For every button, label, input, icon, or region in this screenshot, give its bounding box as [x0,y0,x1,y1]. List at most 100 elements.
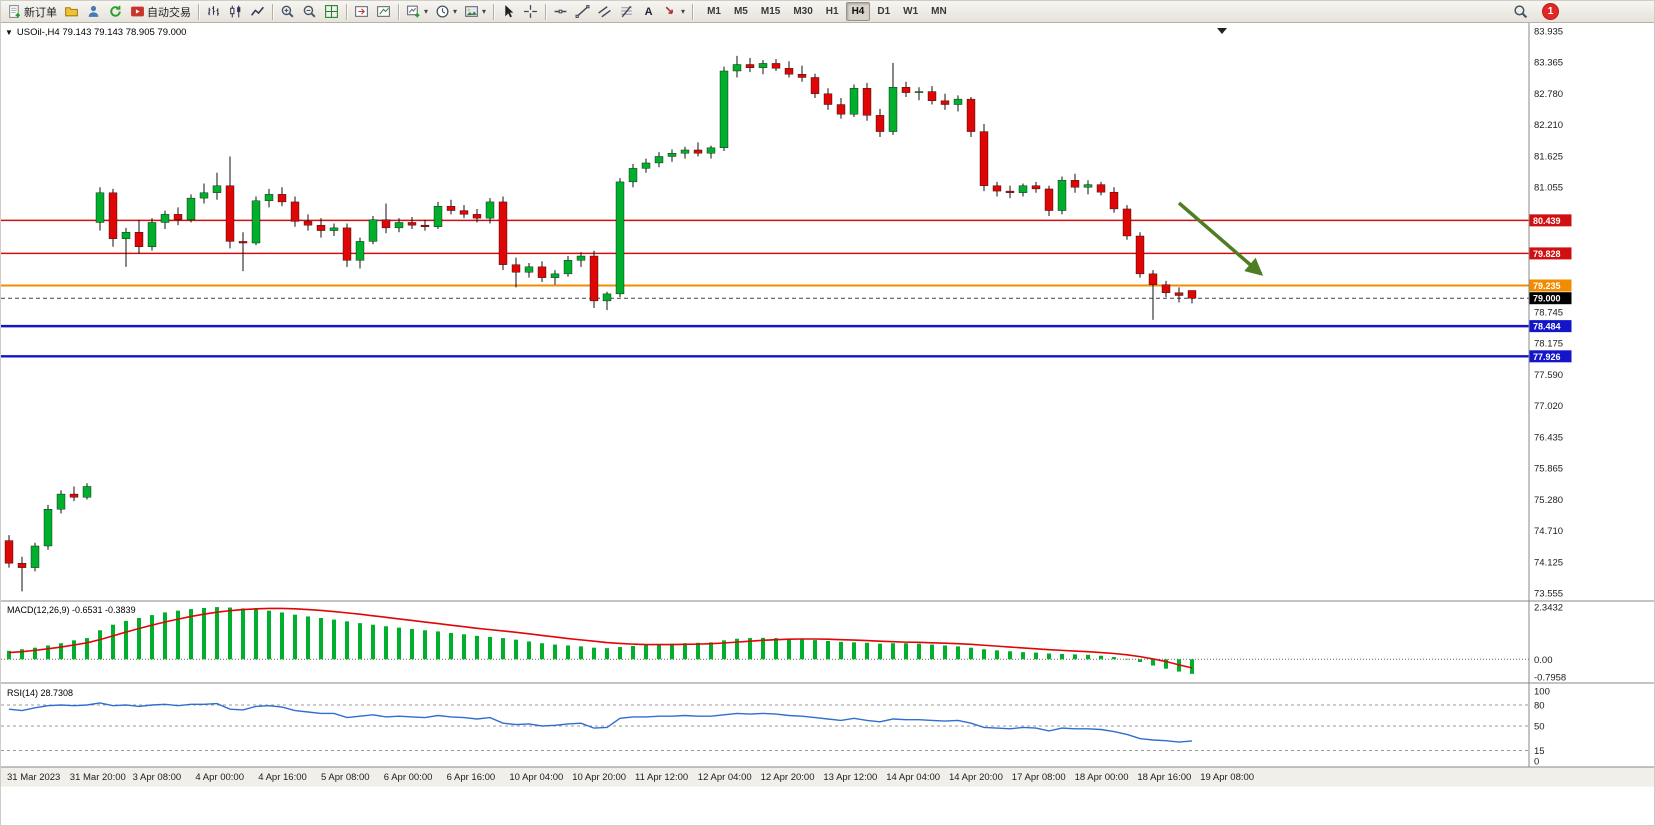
chevron-down-icon[interactable]: ▾ [681,7,686,16]
macd-bar [124,620,128,660]
candle [810,73,820,99]
channel-button[interactable] [594,2,615,21]
macd-bar [1151,659,1155,666]
autotrading-button[interactable]: 自动交易 [127,2,194,21]
candlestick-button[interactable] [225,2,246,21]
macd-signal-line [8,607,1193,669]
macd-bar [20,649,24,660]
timeframe-m1-button[interactable]: M1 [707,6,721,17]
macd-bar [605,648,609,660]
horizontal-line-button[interactable] [550,2,571,21]
rsi-line [8,702,1193,743]
candle [1057,176,1067,215]
macd-bar [891,643,895,660]
periods-button[interactable]: ▾ [432,2,460,21]
candle [875,108,885,137]
fibonacci-button[interactable] [616,2,637,21]
candle [953,95,963,112]
bar-chart-button[interactable] [203,2,224,21]
periods-icon [435,4,450,19]
macd-bar [280,612,284,660]
timeframe-w1-button[interactable]: W1 [903,6,919,17]
new-order-button[interactable]: 新订单 [4,2,60,21]
time-axis-label: 17 Apr 08:00 [1012,772,1066,783]
chart-shift-button[interactable] [351,2,372,21]
arrows-button[interactable]: ▾ [660,2,688,21]
macd-bar [462,634,466,660]
price-axis-label: 81.625 [1534,152,1563,163]
timeframe-m5-button[interactable]: M5 [733,6,748,17]
chevron-down-icon[interactable]: ▾ [482,7,487,16]
macd-bar [228,607,232,660]
candle [433,201,443,229]
candle [459,205,469,219]
timeframe-m30-button[interactable]: M30 [793,6,813,17]
zoom-out-icon [302,4,317,19]
price-axis-label: 77.020 [1534,401,1563,412]
macd-bar [579,646,583,660]
macd-bar [449,632,453,660]
macd-bar [189,609,193,660]
chart-shift-marker[interactable] [1217,28,1227,34]
time-axis-label: 13 Apr 12:00 [823,772,877,783]
price-axis-label: 83.935 [1534,27,1563,38]
macd-bar [397,627,401,660]
text-button[interactable]: A [638,2,659,21]
crosshair-button[interactable] [520,2,541,21]
candle [628,164,638,188]
macd-bar [878,643,882,660]
profiles-button[interactable] [61,2,82,21]
timeframe-h4-button[interactable]: H4 [845,2,871,21]
candle [576,252,586,267]
market-watch-button[interactable] [83,2,104,21]
macd-bar [111,624,115,660]
price-axis-label: 81.055 [1534,183,1563,194]
timeframe-d1-button[interactable]: D1 [877,6,891,17]
auto-scroll-button[interactable] [373,2,394,21]
zoom-out-button[interactable] [299,2,320,21]
timeframe-mn-button[interactable]: MN [931,6,947,17]
time-axis[interactable] [1,767,1655,787]
timeframe-m15-button[interactable]: M15 [760,6,781,17]
line-chart-button[interactable] [247,2,268,21]
cursor-button[interactable] [498,2,519,21]
time-axis-label: 18 Apr 16:00 [1137,772,1191,783]
candle [17,556,27,592]
candle [368,215,378,245]
chevron-down-icon[interactable]: ▾ [453,7,458,16]
macd-bar [150,615,154,660]
macd-bar [137,618,141,660]
new-chart-button[interactable]: ▾ [403,2,431,21]
notification-badge[interactable]: 1 [1543,4,1558,19]
horizontal-line-icon [553,4,568,19]
price-badge-bg [1529,350,1572,363]
timeframe-h1-button[interactable]: H1 [825,6,839,17]
button-label: 自动交易 [147,6,191,19]
templates-button[interactable]: ▾ [461,2,489,21]
macd-bar [1034,652,1038,660]
tile-windows-button[interactable] [321,2,342,21]
candle [1187,290,1197,304]
macd-bar [33,647,37,660]
candle [1174,287,1184,303]
trend-arrow[interactable] [1177,201,1264,276]
macd-bar [241,608,245,660]
cursor-icon [501,4,516,19]
macd-bar [1112,657,1116,660]
search-button[interactable] [1510,2,1531,21]
time-axis-label: 6 Apr 00:00 [384,772,433,783]
time-axis-label: 6 Apr 16:00 [447,772,496,783]
candle [303,214,313,231]
trendline-button[interactable] [572,2,593,21]
macd-bar [917,643,921,660]
refresh-button[interactable] [105,2,126,21]
candle [680,146,690,159]
candle [251,196,261,246]
zoom-in-button[interactable] [277,2,298,21]
rsi-axis-label: 100 [1534,687,1550,698]
macd-bar [683,643,687,660]
toolbar-separator [493,3,495,20]
chevron-down-icon[interactable]: ▾ [424,7,429,16]
macd-bar [852,642,856,660]
one-click-trading-toggle[interactable]: ▼ [5,27,13,37]
